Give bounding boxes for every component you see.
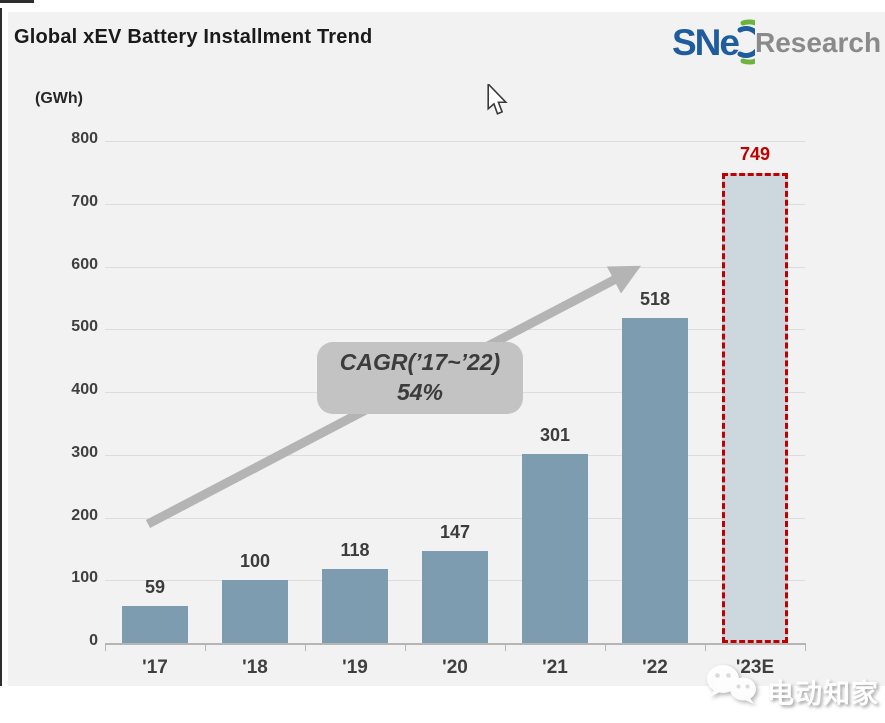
value-label-'21: 301 xyxy=(539,425,571,446)
x-axis-line xyxy=(105,643,805,645)
y-tick-label-400: 400 xyxy=(71,381,98,398)
gridline-300 xyxy=(105,454,805,456)
x-axis-tick xyxy=(705,643,706,651)
y-tick-label-100: 100 xyxy=(71,569,98,587)
x-category-label-'23E: '23E xyxy=(735,657,775,678)
window-edge-top xyxy=(0,0,34,3)
x-axis-tick xyxy=(805,643,806,651)
y-tick-label-0: 0 xyxy=(89,632,98,649)
value-label-'19: 118 xyxy=(340,539,370,560)
y-axis-unit-label: (GWh) xyxy=(35,90,83,107)
page-title: Global xEV Battery Installment Trend xyxy=(14,26,373,48)
bar-'20 xyxy=(422,550,488,643)
y-tick-label-600: 600 xyxy=(71,255,98,273)
chat-bubbles-icon xyxy=(707,665,756,704)
bar-'21 xyxy=(522,454,588,643)
x-axis-tick xyxy=(205,643,206,651)
gridline-700 xyxy=(105,203,805,205)
y-tick-label-500: 500 xyxy=(71,318,98,336)
x-category-label-'22: '22 xyxy=(642,657,668,678)
bar-'18 xyxy=(222,580,288,643)
window-edge-left xyxy=(0,8,2,686)
mouse-cursor xyxy=(487,84,508,115)
value-label-'17: 59 xyxy=(144,576,166,597)
bar-'17 xyxy=(122,605,188,643)
watermark: 电动知家 xyxy=(700,662,879,711)
sne-research-logo: SNe Research xyxy=(672,19,882,66)
x-category-label-'18: '18 xyxy=(242,657,268,678)
x-category-label-'17: '17 xyxy=(142,657,168,678)
y-tick-label-800: 800 xyxy=(71,130,98,147)
x-category-label-'20: '20 xyxy=(442,657,468,678)
bar-'23E xyxy=(722,173,788,643)
value-label-'20: 147 xyxy=(439,521,471,542)
gridline-200 xyxy=(105,517,805,519)
watermark-text: 电动知家 xyxy=(767,679,879,709)
sne-logo-wordmark: SNe xyxy=(672,22,740,63)
x-category-label-'21: '21 xyxy=(542,657,568,678)
cagr-annotation: CAGR(’17~’22) 54% xyxy=(317,342,523,414)
x-category-label-'19: '19 xyxy=(342,657,368,678)
sne-logo-swoosh-icon xyxy=(737,19,755,65)
value-label-'18: 100 xyxy=(239,551,271,572)
x-axis-tick xyxy=(505,643,506,651)
gridline-600 xyxy=(105,266,805,268)
y-tick-label-200: 200 xyxy=(71,506,98,524)
x-axis-tick xyxy=(305,643,306,651)
cagr-annotation-line2: 54% xyxy=(396,379,444,405)
research-logo-text: Research xyxy=(754,27,882,58)
cagr-annotation-line1: CAGR(’17~’22) xyxy=(339,349,501,376)
bar-'22 xyxy=(622,317,688,643)
value-label-'22: 518 xyxy=(639,288,671,309)
bar-'19 xyxy=(322,568,388,643)
value-label-'23E: 749 xyxy=(739,144,771,164)
y-tick-label-300: 300 xyxy=(71,443,98,461)
gridline-500 xyxy=(105,329,805,331)
x-axis-tick xyxy=(405,643,406,651)
x-axis-tick xyxy=(105,643,106,651)
x-axis-tick xyxy=(605,643,606,651)
y-tick-label-700: 700 xyxy=(71,192,98,210)
gridline-800 xyxy=(105,141,805,142)
